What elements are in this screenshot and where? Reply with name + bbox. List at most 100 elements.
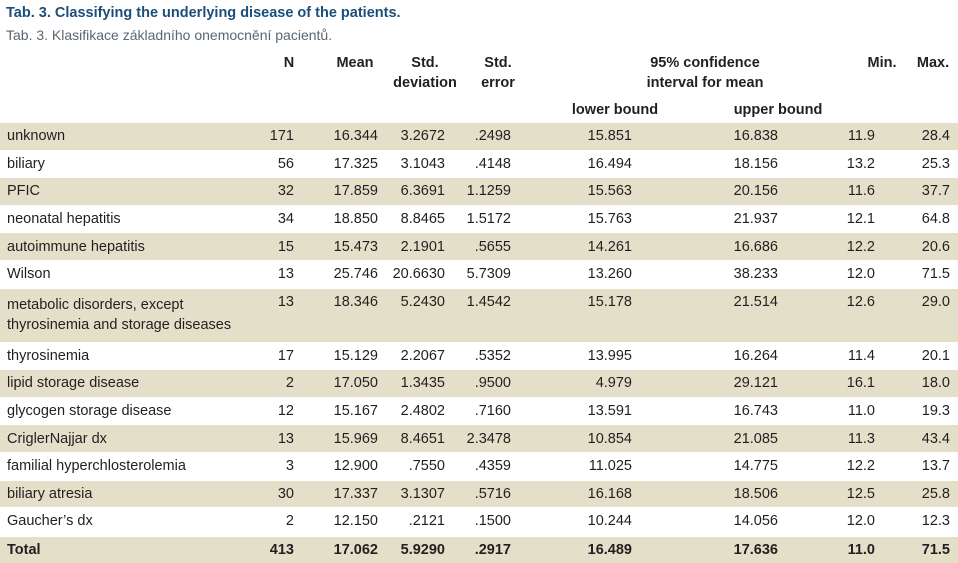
table-total-row: Total 413 17.062 5.9290.2917 16.489 17.636 11.… [0,534,958,563]
header-std-error-line1: Std. [484,55,512,71]
cell-min: 12.6 [802,287,877,343]
row-label: CriglerNajjar dx [7,430,107,447]
table-body: unknown 171 16.344 3.2672.2498 15.851 16.838 1… [0,123,958,563]
header-std-error-line2: error [481,75,515,91]
cell-min: 16.1 [802,369,877,398]
cell-mean: 12.900 [300,451,380,481]
cell-std-error: .2498 [457,123,519,151]
header-std-deviation-line1: Std. [411,55,439,71]
cell-mean: 18.850 [300,204,380,233]
header-min: Min. [867,55,897,71]
table-row: biliary 56 17.325 3.1043.4148 16.494 18.156 13… [0,149,958,178]
cell-lower-bound: 15.763 [519,204,642,233]
cell-mean: 17.325 [300,149,380,178]
cell-std-error: 1.1259 [457,177,519,206]
cell-max: 25.8 [877,479,958,508]
cell-std-error: 1.4542 [457,287,519,343]
cell-n: 13 [250,287,300,343]
table-subtitle: Tab. 3. Klasifikace základního onemocněn… [6,27,333,43]
table-row: biliary atresia 30 17.337 3.1307.5716 16.168… [0,479,958,508]
cell-max: 19.3 [877,396,958,425]
header-std-error: Std. error [470,53,526,93]
row-label: glycogen storage disease [7,403,172,420]
cell-n: 2 [250,369,300,398]
cell-label: CriglerNajjar dx [0,424,250,453]
cell-mean: 25.746 [300,259,380,289]
cell-label: unknown [0,123,250,151]
table-title: Tab. 3. Classifying the underlying disea… [6,5,401,21]
cell-n: 171 [250,123,300,151]
cell-std-error: .4359 [457,451,519,481]
header-upper-bound: upper bound [733,102,823,118]
cell-label: metabolic disorders, except thyrosinemia… [0,287,250,343]
table-row: autoimmune hepatitis 15 15.473 2.1901.5655 1… [0,232,958,261]
cell-lower-bound: 15.563 [519,177,642,206]
cell-upper-bound: 21.514 [642,287,802,343]
cell-lower-bound: 13.995 [519,341,642,370]
cell-label: neonatal hepatitis [0,204,250,233]
cell-n: 3 [250,451,300,481]
table-row: thyrosinemia 17 15.129 2.2067.5352 13.995 16.… [0,341,958,370]
cell-std-deviation: 2.4802 [380,396,457,425]
cell-min: 11.9 [802,123,877,151]
cell-label: familial hyperchlosterolemia [0,451,250,481]
cell-mean: 15.167 [300,396,380,425]
row-label: Total [7,542,41,559]
row-label: PFIC [7,183,41,200]
cell-upper-bound: 20.156 [642,177,802,206]
cell-upper-bound: 16.838 [642,123,802,151]
header-std-deviation-line2: deviation [393,75,457,91]
row-label: unknown [7,128,66,145]
cell-min: 11.4 [802,341,877,370]
cell-std-error: .9500 [457,369,519,398]
cell-std-deviation: 5.9290 [380,534,457,563]
cell-mean: 18.346 [300,287,380,343]
cell-n: 12 [250,396,300,425]
row-label: biliary [7,155,45,172]
cell-n: 15 [250,232,300,261]
table-row: Wilson 13 25.746 20.6630 5.7309 13.260 38.233 1… [0,259,958,289]
cell-label: Wilson [0,259,250,289]
cell-max: 12.3 [877,507,958,536]
table-row: metabolic disorders, except thyrosinemia… [0,287,958,343]
row-label: autoimmune hepatitis [7,238,145,255]
header-n: N [283,55,295,71]
cell-max: 20.6 [877,232,958,261]
header-max: Max. [916,55,950,71]
cell-min: 11.3 [802,424,877,453]
cell-label: thyrosinemia [0,341,250,370]
cell-upper-bound: 14.775 [642,451,802,481]
cell-std-deviation: .7550 [380,451,457,481]
cell-std-error: .5716 [457,479,519,508]
cell-std-error: 5.7309 [457,259,519,289]
cell-std-deviation: 2.1901 [380,232,457,261]
cell-mean: 16.344 [300,123,380,151]
cell-max: 64.8 [877,204,958,233]
cell-n: 32 [250,177,300,206]
cell-std-deviation: 8.8465 [380,204,457,233]
cell-upper-bound: 16.686 [642,232,802,261]
cell-min: 11.0 [802,396,877,425]
cell-lower-bound: 10.244 [519,507,642,536]
table-row: PFIC 32 17.859 6.3691 1.1259 15.563 20.156 11.6… [0,177,958,206]
cell-mean: 15.473 [300,232,380,261]
cell-std-deviation: 5.2430 [380,287,457,343]
cell-std-error: 2.3478 [457,424,519,453]
row-label: thyrosinemia [7,347,90,364]
cell-n: 13 [250,424,300,453]
cell-mean: 15.129 [300,341,380,370]
table-row: familial hyperchlosterolemia 3 12.900.7550… [0,451,958,481]
cell-label: lipid storage disease [0,369,250,398]
cell-std-error: .2917 [457,534,519,563]
cell-upper-bound: 29.121 [642,369,802,398]
cell-n: 13 [250,259,300,289]
cell-n: 2 [250,507,300,536]
cell-label: PFIC [0,177,250,206]
cell-label: autoimmune hepatitis [0,232,250,261]
cell-std-error: .1500 [457,507,519,536]
table-row: glycogen storage disease 12 15.167 2.4802.7… [0,396,958,425]
cell-mean: 17.337 [300,479,380,508]
table-row: neonatal hepatitis 34 18.850 8.8465 1.5172 15… [0,204,958,233]
header-ci-line1: 95% confidence [650,55,760,71]
cell-min: 11.6 [802,177,877,206]
